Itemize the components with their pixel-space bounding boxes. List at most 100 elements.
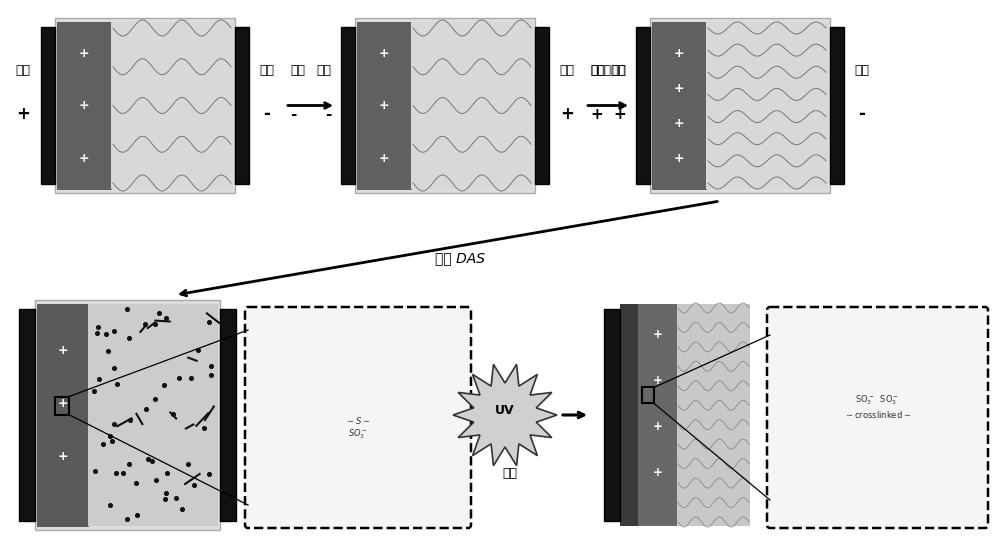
Point	[138, 405, 154, 414]
Text: -: -	[290, 107, 296, 122]
Text: +: +	[613, 107, 626, 122]
Point	[128, 478, 144, 487]
Text: +: +	[674, 47, 684, 59]
Text: +: +	[379, 99, 389, 112]
FancyBboxPatch shape	[767, 307, 988, 528]
Bar	[111, 22, 233, 189]
Bar	[235, 27, 249, 184]
Point	[129, 511, 145, 520]
Point	[158, 488, 174, 497]
Text: SO$_3^-$  SO$_3^-$
$\sim$crosslinked$\sim$: SO$_3^-$ SO$_3^-$ $\sim$crosslinked$\sim…	[844, 394, 911, 420]
Point	[183, 373, 199, 382]
Point	[102, 501, 118, 510]
Text: 阳极: 阳极	[611, 64, 626, 77]
Bar	[55, 396, 69, 415]
Text: 交替电沉积: 交替电沉积	[590, 64, 626, 77]
Text: 阳极: 阳极	[590, 64, 605, 77]
Point	[89, 329, 105, 337]
Point	[151, 309, 167, 318]
Bar	[41, 27, 55, 184]
Bar	[620, 304, 638, 526]
Point	[86, 387, 102, 396]
Bar	[357, 22, 411, 189]
Bar	[355, 18, 535, 193]
Text: -: -	[264, 105, 270, 123]
Point	[171, 373, 187, 382]
Point	[108, 469, 124, 478]
Point	[106, 420, 122, 429]
Text: +: +	[57, 397, 68, 410]
Text: +: +	[674, 117, 684, 130]
Bar	[830, 27, 844, 184]
Bar	[638, 304, 677, 526]
Point	[147, 395, 163, 404]
Text: +: +	[653, 328, 662, 341]
Point	[156, 380, 172, 389]
Bar	[642, 388, 654, 404]
Point	[201, 317, 217, 326]
Text: -: -	[325, 107, 331, 122]
Point	[165, 409, 181, 418]
Bar	[650, 18, 830, 193]
Point	[186, 481, 202, 490]
Text: +: +	[79, 47, 89, 59]
Bar	[411, 22, 533, 189]
Bar	[55, 18, 235, 193]
Point	[137, 320, 153, 329]
Text: +: +	[590, 107, 603, 122]
Point	[95, 440, 111, 449]
Point	[190, 345, 206, 354]
Point	[203, 370, 219, 379]
Bar	[220, 309, 236, 521]
Bar	[652, 22, 706, 189]
Point	[168, 493, 184, 502]
Text: +: +	[79, 99, 89, 112]
Text: 阳极: 阳极	[16, 64, 30, 77]
Text: 阴极: 阴极	[290, 64, 305, 77]
Bar	[88, 304, 218, 526]
Text: +: +	[653, 466, 662, 479]
Text: +: +	[674, 151, 684, 165]
Point	[87, 466, 103, 475]
Text: +: +	[560, 105, 574, 123]
Point	[100, 346, 116, 355]
Text: 渗透 DAS: 渗透 DAS	[435, 251, 485, 265]
Point	[91, 374, 107, 383]
Text: UV: UV	[495, 404, 515, 416]
Point	[121, 334, 137, 342]
Text: +: +	[16, 105, 30, 123]
Point	[106, 326, 122, 335]
Point	[203, 361, 219, 370]
Point	[196, 424, 212, 433]
Bar	[37, 304, 88, 526]
Point	[121, 460, 137, 469]
FancyBboxPatch shape	[245, 307, 471, 528]
Text: 阳极: 阳极	[560, 64, 574, 77]
Point	[180, 460, 196, 469]
Bar	[706, 22, 828, 189]
Bar	[535, 27, 549, 184]
Point	[106, 364, 122, 373]
Point	[174, 505, 190, 514]
Point	[119, 515, 135, 524]
Point	[148, 475, 164, 484]
Point	[102, 431, 118, 440]
Point	[159, 469, 175, 478]
Text: 阴极: 阴极	[260, 64, 274, 77]
Bar	[341, 27, 355, 184]
Point	[140, 455, 156, 464]
Bar	[57, 22, 111, 189]
Point	[122, 415, 138, 424]
Text: +: +	[653, 420, 662, 433]
Point	[157, 495, 173, 504]
Text: -: -	[859, 105, 865, 123]
Point	[90, 322, 106, 331]
Text: +: +	[653, 374, 662, 387]
Point	[104, 437, 120, 446]
Text: +: +	[379, 47, 389, 59]
Text: +: +	[379, 151, 389, 165]
Point	[158, 313, 174, 322]
Point	[144, 456, 160, 465]
Text: 交联: 交联	[503, 466, 518, 479]
Text: +: +	[674, 82, 684, 95]
